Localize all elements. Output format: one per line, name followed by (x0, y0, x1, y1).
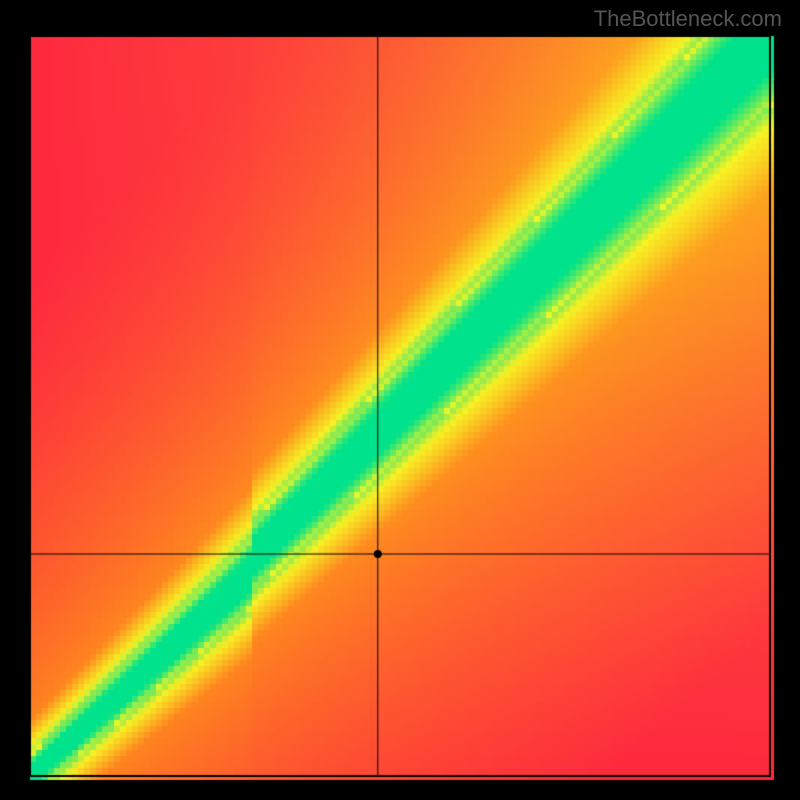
heatmap-canvas (0, 0, 800, 800)
watermark-text: TheBottleneck.com (594, 6, 782, 32)
chart-container: TheBottleneck.com (0, 0, 800, 800)
